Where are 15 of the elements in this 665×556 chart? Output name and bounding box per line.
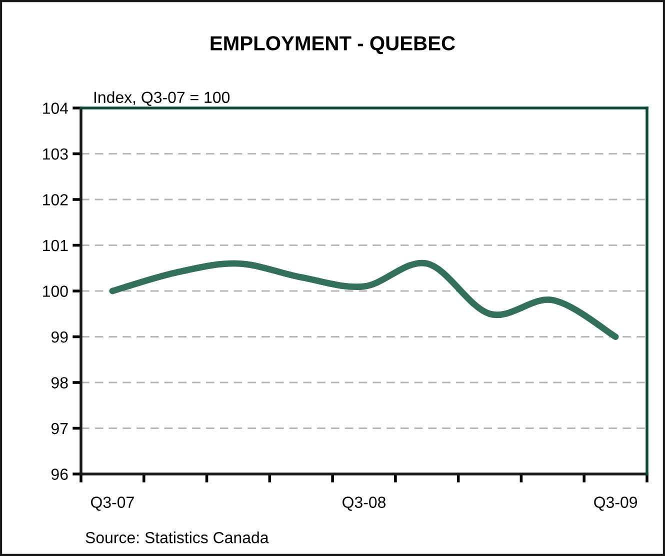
y-tick-label: 100 (43, 286, 68, 297)
y-tick-label: 103 (43, 148, 68, 160)
y-axis-title: Index, Q3-07 = 100 (94, 91, 230, 106)
x-tick-label: Q3-09 (594, 496, 637, 511)
y-tick-label: 104 (43, 102, 68, 114)
source-note: Source: Statistics Canada (86, 532, 269, 544)
y-tick-label: 101 (43, 240, 68, 252)
x-tick-label: Q3-08 (342, 496, 386, 511)
y-tick-label: 98 (51, 377, 68, 388)
chart-title: EMPLOYMENT - QUEBEC (210, 36, 456, 54)
y-tick-label: 99 (51, 331, 68, 343)
x-tick-label: Q3-07 (91, 496, 134, 511)
y-tick-label: 102 (43, 194, 68, 206)
y-tick-label: 96 (51, 468, 68, 480)
y-tick-label: 97 (51, 422, 68, 434)
